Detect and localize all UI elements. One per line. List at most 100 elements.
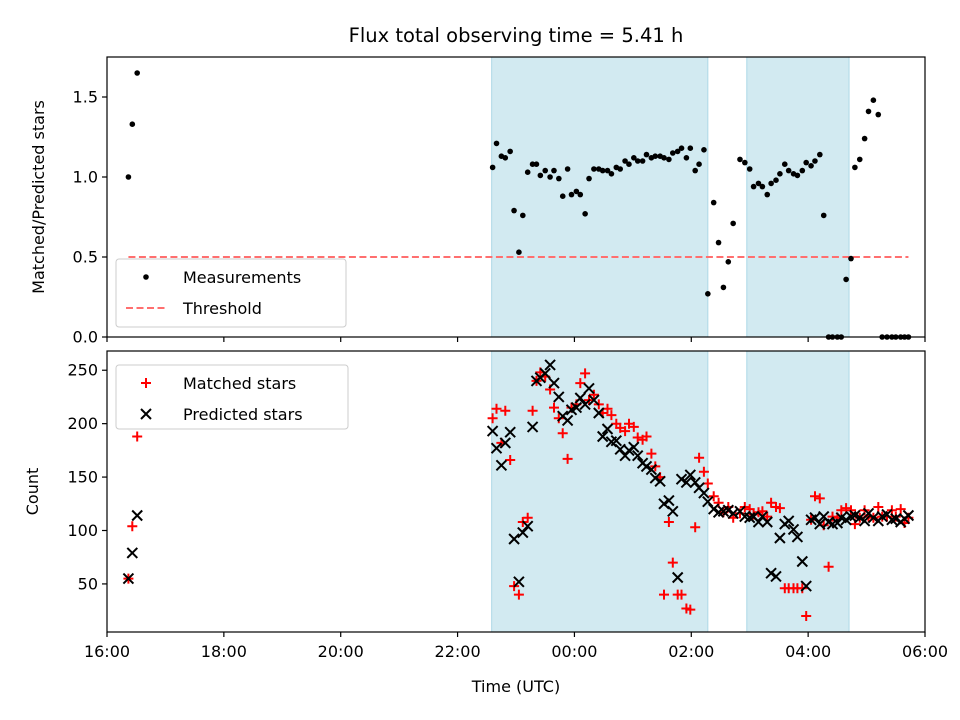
- x-tick-label: 04:00: [785, 642, 831, 661]
- shaded-span-2: [746, 56, 850, 338]
- predicted-point: [791, 531, 804, 543]
- matched-point: [505, 455, 516, 465]
- predicted-point: [902, 509, 915, 522]
- matched-point: [694, 452, 705, 463]
- predicted-point: [800, 580, 812, 592]
- predicted-point: [761, 516, 773, 528]
- predicted-point: [675, 473, 688, 485]
- matched-point: [810, 491, 820, 502]
- matched-point: [873, 502, 884, 512]
- measurement-point: [865, 108, 872, 115]
- y-tick-label: 0.5: [73, 248, 98, 267]
- matched-point: [487, 413, 498, 424]
- predicted-point: [517, 526, 529, 539]
- measurement-point: [542, 167, 549, 174]
- legend-label: Threshold: [182, 299, 262, 318]
- measurement-point: [524, 169, 531, 175]
- ratio-panel: 0.0 0.5 1.0 1.5 Matched/Predicted stars Measu…: [29, 56, 926, 347]
- x-tick-label: 06:00: [902, 642, 948, 661]
- chart-title: Flux total observing time = 5.41 h: [349, 24, 684, 47]
- predicted-point: [521, 520, 534, 532]
- predicted-point: [698, 487, 710, 499]
- legend-label: Measurements: [183, 268, 301, 287]
- series-1: [123, 367, 914, 621]
- matched-point: [553, 413, 564, 424]
- legend-label: Predicted stars: [183, 405, 303, 424]
- measurement-point: [781, 161, 788, 167]
- matched-point: [827, 511, 838, 522]
- measurement-point: [537, 172, 544, 179]
- predicted-point: [574, 392, 587, 404]
- predicted-point: [610, 434, 623, 447]
- y-tick-label: 200: [67, 414, 98, 433]
- matched-point: [663, 517, 674, 527]
- matched-point: [580, 368, 591, 379]
- measurement-point: [764, 191, 771, 198]
- measurement-point: [785, 167, 792, 174]
- predicted-point: [601, 423, 614, 435]
- measurement-point: [493, 140, 500, 147]
- measurement-point: [626, 161, 632, 167]
- predicted-point: [765, 567, 777, 579]
- measurement-point: [803, 159, 809, 166]
- matched-point: [814, 493, 825, 504]
- predicted-point: [513, 576, 525, 588]
- shaded-span-1: [491, 350, 709, 633]
- predicted-point: [495, 459, 508, 472]
- predicted-point: [544, 359, 556, 371]
- predicted-point: [499, 437, 512, 449]
- matched-point: [836, 505, 847, 516]
- measurement-point: [516, 249, 522, 255]
- matched-point: [562, 453, 573, 464]
- measurement-point: [489, 164, 496, 171]
- predicted-point: [553, 391, 565, 403]
- measurement-point: [812, 158, 818, 164]
- measurement-point: [511, 207, 517, 214]
- predicted-point: [588, 394, 600, 406]
- measurement-point: [502, 155, 509, 161]
- measurement-point: [568, 191, 575, 198]
- measurement-point: [520, 212, 526, 219]
- predicted-point: [727, 507, 739, 520]
- matched-point: [127, 521, 138, 532]
- predicted-point: [796, 555, 809, 568]
- measurement-point: [750, 183, 757, 190]
- measurement-point: [678, 145, 685, 151]
- measurement-point: [125, 174, 132, 180]
- measurement-point: [547, 174, 553, 180]
- matched-point: [500, 405, 511, 416]
- measurement-point: [582, 211, 588, 217]
- matched-point: [628, 421, 639, 432]
- measurement-point: [622, 158, 628, 164]
- measurement-point: [730, 220, 736, 227]
- y-tick-label: 250: [67, 361, 98, 380]
- matched-point: [522, 512, 533, 523]
- y-tick-label: 100: [67, 521, 98, 540]
- predicted-point: [680, 476, 693, 489]
- matched-point: [557, 428, 568, 439]
- measurement-point: [715, 239, 722, 246]
- measurement-point: [817, 151, 823, 158]
- predicted-point: [702, 495, 714, 508]
- y-tick-label: 50: [78, 574, 98, 593]
- predicted-point: [131, 509, 143, 522]
- measurement-point: [666, 156, 672, 163]
- measurement-point: [564, 166, 571, 172]
- measurement-point: [755, 180, 762, 187]
- matched-point: [641, 431, 652, 442]
- legend-x-icon: [140, 408, 152, 420]
- predicted-point: [490, 442, 503, 454]
- x-tick-label: 22:00: [435, 642, 481, 661]
- predicted-point: [570, 401, 583, 414]
- measurement-point: [746, 166, 753, 172]
- measurement-point: [634, 158, 641, 164]
- legend-box: [115, 258, 347, 328]
- measurement-point: [556, 175, 562, 182]
- predicted-point: [579, 398, 591, 411]
- matched-point: [659, 589, 669, 600]
- predicted-point: [508, 533, 520, 545]
- measurement-point: [737, 156, 743, 163]
- x-tick-label: 20:00: [318, 642, 364, 661]
- predicted-point: [504, 426, 516, 438]
- measurement-point: [696, 161, 702, 167]
